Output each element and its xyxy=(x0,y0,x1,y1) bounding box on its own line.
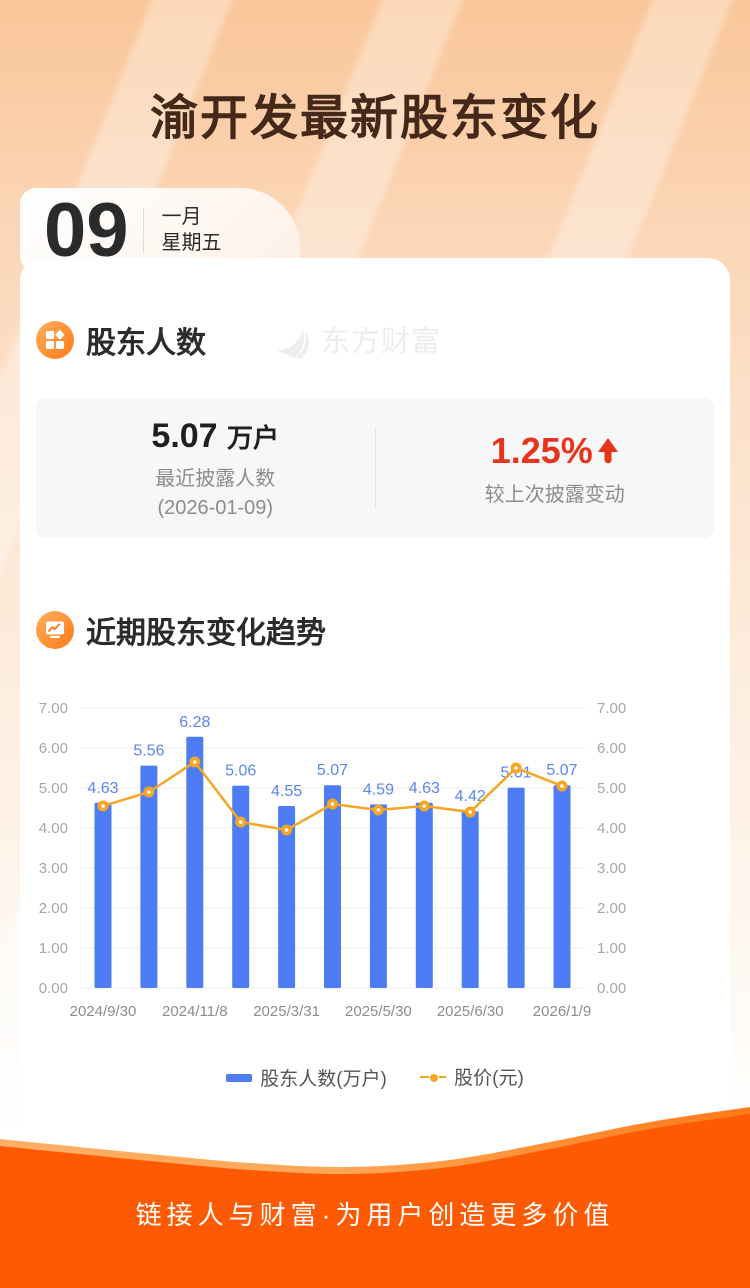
svg-text:2026/1/9: 2026/1/9 xyxy=(533,1003,591,1020)
svg-text:5.56: 5.56 xyxy=(133,743,164,760)
svg-text:2.00: 2.00 xyxy=(39,900,68,917)
svg-text:4.59: 4.59 xyxy=(363,781,394,798)
svg-text:4.63: 4.63 xyxy=(87,780,118,797)
svg-text:5.07: 5.07 xyxy=(546,762,577,779)
svg-text:5.07: 5.07 xyxy=(317,762,348,779)
svg-text:3.00: 3.00 xyxy=(597,860,626,877)
svg-text:2025/6/30: 2025/6/30 xyxy=(437,1003,504,1020)
svg-text:1.00: 1.00 xyxy=(39,940,68,957)
svg-text:5.00: 5.00 xyxy=(39,780,68,797)
svg-text:3.00: 3.00 xyxy=(39,860,68,877)
svg-text:2024/9/30: 2024/9/30 xyxy=(70,1003,137,1020)
svg-text:1.00: 1.00 xyxy=(597,940,626,957)
svg-text:4.00: 4.00 xyxy=(597,820,626,837)
svg-text:4.00: 4.00 xyxy=(39,820,68,837)
svg-text:6.28: 6.28 xyxy=(179,714,210,731)
svg-text:2025/3/31: 2025/3/31 xyxy=(253,1003,320,1020)
svg-text:2.00: 2.00 xyxy=(597,900,626,917)
svg-text:4.63: 4.63 xyxy=(409,780,440,797)
svg-text:7.00: 7.00 xyxy=(597,700,626,717)
svg-text:4.55: 4.55 xyxy=(271,783,302,800)
svg-text:5.00: 5.00 xyxy=(597,780,626,797)
svg-text:2025/5/30: 2025/5/30 xyxy=(345,1003,412,1020)
svg-text:6.00: 6.00 xyxy=(39,740,68,757)
svg-text:7.00: 7.00 xyxy=(39,700,68,717)
svg-text:0.00: 0.00 xyxy=(597,980,626,997)
svg-text:0.00: 0.00 xyxy=(39,980,68,997)
svg-text:6.00: 6.00 xyxy=(597,740,626,757)
svg-text:2024/11/8: 2024/11/8 xyxy=(162,1003,228,1020)
svg-text:5.06: 5.06 xyxy=(225,763,256,780)
